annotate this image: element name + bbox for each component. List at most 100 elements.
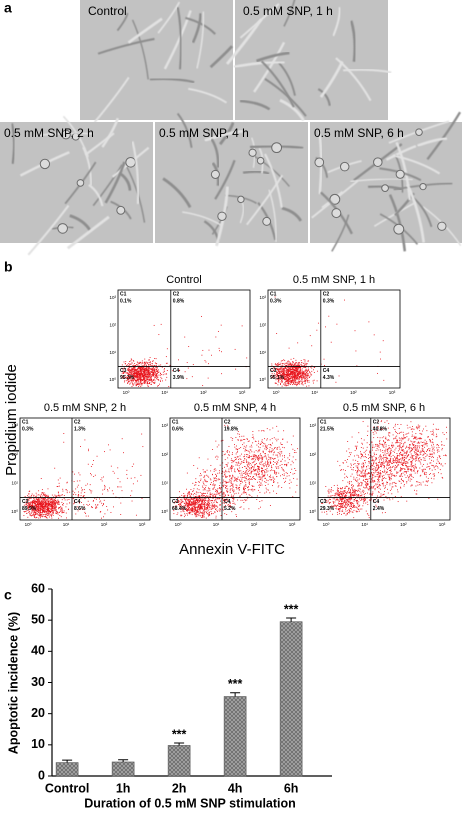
event-dot bbox=[300, 373, 301, 374]
event-dot bbox=[212, 508, 213, 509]
event-dot bbox=[146, 379, 147, 380]
event-dot bbox=[91, 491, 92, 492]
axis-tick-label: 10⁰ bbox=[25, 522, 32, 527]
event-dot bbox=[356, 511, 357, 512]
event-dot bbox=[137, 481, 138, 482]
event-dot bbox=[292, 378, 293, 379]
event-dot bbox=[179, 501, 180, 502]
event-dot bbox=[301, 365, 302, 366]
event-dot bbox=[102, 490, 103, 491]
event-dot bbox=[252, 434, 253, 435]
event-dot bbox=[284, 376, 285, 377]
event-dot bbox=[282, 447, 283, 448]
event-dot bbox=[281, 444, 282, 445]
event-dot bbox=[139, 368, 140, 369]
event-dot bbox=[301, 377, 302, 378]
event-dot bbox=[205, 362, 206, 363]
event-dot bbox=[313, 380, 314, 381]
event-dot bbox=[193, 488, 194, 489]
event-dot bbox=[47, 508, 48, 509]
event-dot bbox=[74, 481, 75, 482]
event-dot bbox=[206, 485, 207, 486]
event-dot bbox=[304, 381, 305, 382]
event-dot bbox=[25, 496, 26, 497]
event-dot bbox=[272, 450, 273, 451]
event-dot bbox=[353, 492, 354, 493]
event-dot bbox=[234, 503, 235, 504]
event-dot bbox=[209, 515, 210, 516]
event-dot bbox=[253, 469, 254, 470]
event-dot bbox=[303, 384, 304, 385]
event-dot bbox=[67, 503, 68, 504]
event-dot bbox=[136, 372, 137, 373]
event-dot bbox=[151, 378, 152, 379]
event-dot bbox=[293, 436, 294, 437]
event-dot bbox=[203, 487, 204, 488]
event-dot bbox=[245, 480, 246, 481]
event-dot bbox=[44, 503, 45, 504]
event-dot bbox=[73, 494, 74, 495]
rounded-cell bbox=[340, 162, 349, 171]
event-dot bbox=[80, 446, 81, 447]
event-dot bbox=[339, 510, 340, 511]
panel-letter: a bbox=[4, 0, 12, 16]
flow-plot: 0.5 mM SNP, 1 hC10.3%C20.3%C395.1%C44.3%… bbox=[259, 274, 400, 395]
event-dot bbox=[221, 325, 222, 326]
event-dot bbox=[284, 455, 285, 456]
event-dot bbox=[233, 495, 234, 496]
event-dot bbox=[35, 503, 36, 504]
event-dot bbox=[273, 480, 274, 481]
event-dot bbox=[268, 451, 269, 452]
event-dot bbox=[58, 514, 59, 515]
event-dot bbox=[350, 502, 351, 503]
event-dot bbox=[65, 499, 66, 500]
image-label: Control bbox=[88, 4, 127, 18]
event-dot bbox=[257, 456, 258, 457]
event-dot bbox=[284, 447, 285, 448]
event-dot bbox=[216, 490, 217, 491]
event-dot bbox=[338, 490, 339, 491]
event-dot bbox=[270, 444, 271, 445]
event-dot bbox=[345, 496, 346, 497]
event-dot bbox=[258, 443, 259, 444]
event-dot bbox=[345, 509, 346, 510]
event-dot bbox=[293, 367, 294, 368]
event-dot bbox=[229, 479, 230, 480]
event-dot bbox=[288, 385, 289, 386]
event-dot bbox=[48, 505, 49, 506]
quadrant-name: C3 bbox=[22, 499, 29, 505]
event-dot bbox=[305, 383, 306, 384]
y-axis-label: Propidium iodide bbox=[3, 364, 20, 476]
event-dot bbox=[231, 458, 232, 459]
event-dot bbox=[150, 376, 151, 377]
event-dot bbox=[58, 508, 59, 509]
event-dot bbox=[270, 447, 271, 448]
event-dot bbox=[231, 496, 232, 497]
event-dot bbox=[257, 466, 258, 467]
event-dot bbox=[305, 373, 306, 374]
event-dot bbox=[227, 464, 228, 465]
event-dot bbox=[291, 364, 292, 365]
event-dot bbox=[189, 502, 190, 503]
event-dot bbox=[158, 369, 159, 370]
event-dot bbox=[102, 481, 103, 482]
event-dot bbox=[250, 476, 251, 477]
event-dot bbox=[104, 488, 105, 489]
event-dot bbox=[192, 511, 193, 512]
event-dot bbox=[240, 481, 241, 482]
event-dot bbox=[150, 362, 151, 363]
event-dot bbox=[158, 379, 159, 380]
event-dot bbox=[278, 466, 279, 467]
event-dot bbox=[258, 490, 259, 491]
event-dot bbox=[48, 509, 49, 510]
event-dot bbox=[160, 364, 161, 365]
event-dot bbox=[226, 490, 227, 491]
event-dot bbox=[233, 491, 234, 492]
event-dot bbox=[241, 461, 242, 462]
event-dot bbox=[38, 510, 39, 511]
event-dot bbox=[289, 379, 290, 380]
axis-tick-label: 10⁰ bbox=[109, 377, 116, 382]
event-dot bbox=[244, 499, 245, 500]
event-dot bbox=[203, 504, 204, 505]
event-dot bbox=[205, 472, 206, 473]
